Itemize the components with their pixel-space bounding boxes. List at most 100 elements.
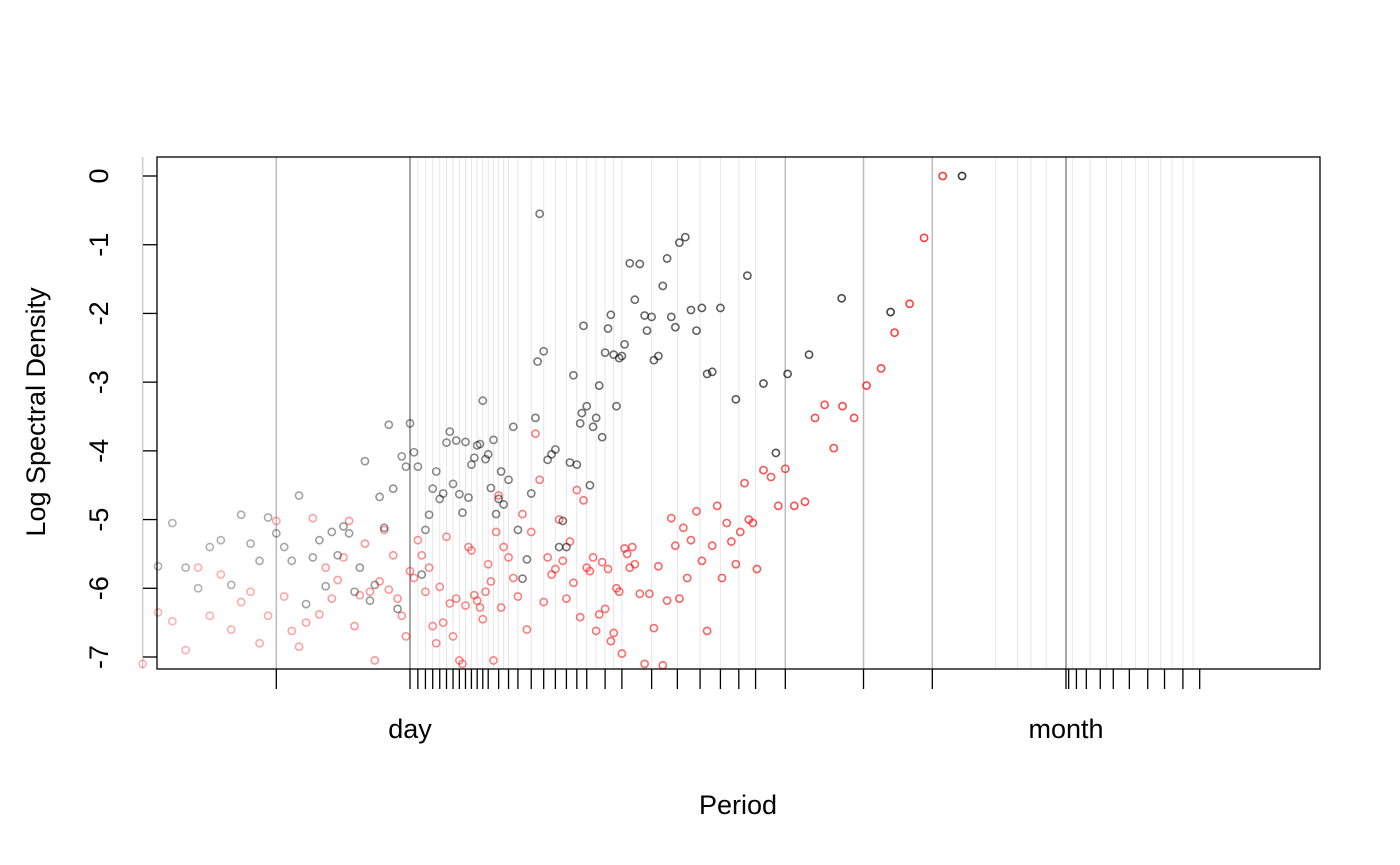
- data-point: [697, 556, 707, 566]
- data-point: [625, 258, 635, 268]
- data-point: [550, 445, 560, 454]
- data-point: [692, 326, 701, 336]
- data-point: [588, 552, 598, 562]
- data-point: [279, 592, 289, 601]
- data-point: [653, 561, 663, 571]
- data-point: [614, 587, 624, 597]
- data-point: [522, 555, 532, 564]
- data-point: [499, 542, 509, 552]
- data-point: [344, 516, 354, 526]
- data-point: [800, 497, 810, 507]
- data-point: [682, 573, 692, 583]
- data-point: [393, 604, 402, 614]
- data-point: [543, 552, 553, 562]
- data-point: [365, 587, 375, 597]
- data-point: [496, 603, 506, 612]
- data-point: [680, 232, 690, 242]
- data-point: [635, 589, 645, 599]
- data-point: [445, 599, 455, 608]
- data-point: [424, 563, 434, 573]
- y-tick-label: -5: [84, 508, 114, 532]
- data-point: [431, 467, 441, 476]
- data-point: [370, 580, 380, 590]
- data-point: [413, 462, 423, 472]
- data-point: [609, 628, 619, 638]
- data-point: [321, 581, 331, 591]
- data-point: [424, 510, 434, 520]
- data-point: [314, 535, 324, 545]
- data-point: [486, 483, 496, 493]
- data-point: [271, 516, 281, 526]
- data-point: [674, 238, 684, 248]
- data-point: [702, 369, 712, 379]
- data-point: [467, 460, 476, 469]
- data-point: [448, 631, 458, 641]
- data-point: [678, 523, 688, 533]
- data-point: [350, 587, 359, 597]
- data-point: [773, 501, 783, 511]
- data-point: [722, 518, 732, 528]
- data-point: [205, 542, 215, 552]
- data-point: [472, 440, 482, 450]
- data-point: [355, 563, 365, 573]
- data-point: [674, 594, 684, 603]
- data-point: [494, 494, 504, 504]
- data-point: [409, 573, 419, 583]
- data-point: [193, 583, 203, 593]
- data-point: [483, 449, 493, 459]
- data-point: [464, 493, 473, 502]
- data-point: [508, 573, 518, 583]
- data-point: [647, 312, 657, 322]
- data-point: [308, 513, 318, 523]
- data-point: [216, 535, 226, 545]
- data-point: [627, 542, 637, 552]
- data-point: [451, 594, 461, 603]
- data-point: [393, 594, 402, 603]
- data-point: [597, 432, 607, 442]
- data-point: [469, 453, 479, 463]
- data-point: [752, 564, 762, 574]
- data-point: [666, 513, 676, 523]
- data-point: [726, 537, 736, 546]
- data-point: [226, 580, 236, 590]
- data-point: [662, 596, 672, 606]
- data-point: [635, 259, 645, 269]
- data-point: [575, 418, 585, 428]
- data-point: [478, 614, 488, 624]
- data-point: [518, 509, 527, 519]
- data-point: [600, 348, 610, 357]
- data-point: [712, 501, 722, 511]
- y-tick-label: -6: [84, 576, 114, 600]
- data-point: [321, 563, 331, 573]
- data-point: [572, 460, 582, 469]
- data-point: [653, 351, 663, 361]
- data-point: [838, 401, 847, 411]
- data-point: [606, 310, 616, 320]
- data-point: [837, 293, 847, 303]
- data-point: [759, 465, 768, 475]
- data-point: [486, 577, 496, 586]
- data-point: [421, 587, 430, 597]
- data-point: [409, 447, 419, 457]
- data-point: [766, 472, 776, 482]
- data-point: [216, 570, 226, 579]
- data-point: [388, 484, 398, 494]
- data-point: [153, 607, 163, 617]
- data-point: [458, 659, 467, 669]
- data-point: [442, 438, 451, 448]
- data-point: [849, 413, 859, 423]
- data-point: [167, 616, 177, 626]
- data-point: [472, 596, 482, 606]
- grid-lines: [141, 157, 1194, 669]
- data-point: [496, 467, 506, 476]
- data-point: [445, 427, 455, 437]
- y-axis-label: Log Spectral Density: [21, 287, 51, 537]
- data-point: [448, 479, 458, 489]
- data-point: [539, 346, 549, 356]
- data-point: [742, 271, 752, 281]
- data-point: [670, 541, 680, 551]
- data-point: [469, 590, 479, 600]
- data-point: [499, 500, 509, 509]
- data-point: [246, 587, 255, 597]
